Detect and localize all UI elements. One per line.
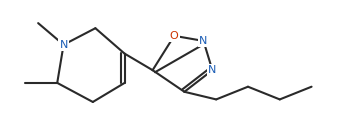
Text: O: O	[170, 31, 179, 41]
Text: N: N	[199, 36, 208, 46]
Text: N: N	[59, 40, 68, 50]
Text: N: N	[208, 65, 217, 75]
